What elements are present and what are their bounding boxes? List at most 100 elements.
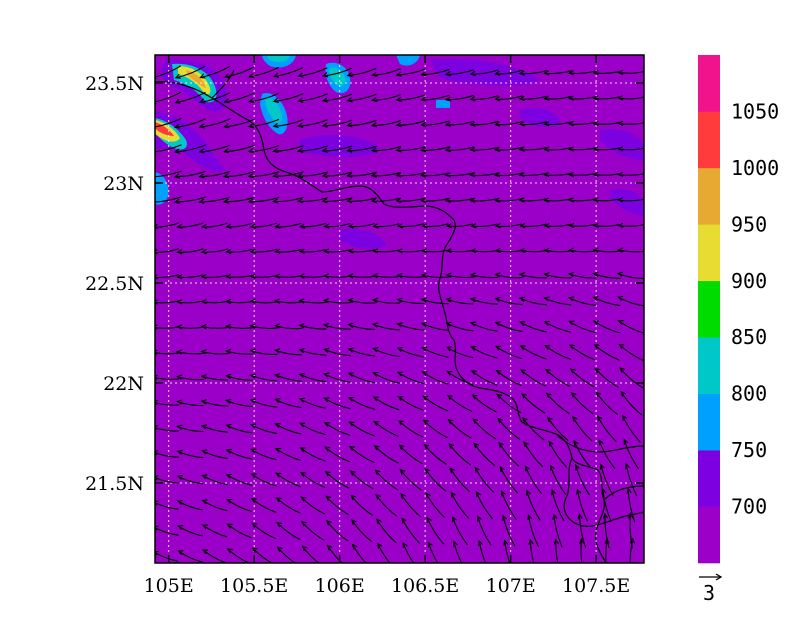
wind-vector bbox=[374, 445, 399, 464]
field-background bbox=[155, 55, 644, 563]
wind-vector-head bbox=[549, 464, 555, 471]
wind-vector-head bbox=[297, 72, 304, 78]
wind-vector bbox=[618, 224, 644, 227]
wind-vector-head bbox=[398, 444, 405, 450]
wind-vector-head bbox=[548, 440, 554, 447]
wind-vector-head bbox=[176, 399, 183, 405]
wind-vector bbox=[548, 441, 568, 468]
wind-vector-head bbox=[272, 122, 279, 129]
wind-vector bbox=[273, 145, 304, 152]
wind-vector-head bbox=[543, 296, 550, 302]
wind-vector bbox=[177, 425, 204, 433]
colorbar-label: 850 bbox=[731, 325, 767, 349]
wind-vector bbox=[224, 170, 255, 178]
wind-vector-head bbox=[377, 542, 383, 549]
wind-vector bbox=[544, 297, 572, 306]
wind-vector bbox=[249, 92, 279, 103]
wind-vector bbox=[544, 321, 572, 333]
wind-vector-head bbox=[444, 172, 451, 178]
wind-vector bbox=[373, 396, 400, 411]
wind-vector bbox=[396, 171, 426, 177]
wind-vector-head bbox=[323, 372, 330, 378]
wind-vector bbox=[551, 490, 565, 522]
wind-vector-head bbox=[225, 398, 232, 405]
wind-vector bbox=[569, 121, 596, 125]
wind-vector-head bbox=[494, 247, 501, 254]
wind-vector-head bbox=[248, 97, 255, 104]
wind-vector-head bbox=[226, 523, 233, 529]
lon-tick-label: 107.5E bbox=[562, 575, 630, 597]
wind-vector-head bbox=[396, 297, 403, 303]
wind-vector-head bbox=[275, 472, 282, 478]
wind-vector-head bbox=[274, 447, 281, 453]
wind-vector-head bbox=[425, 492, 431, 499]
wind-vector-head bbox=[370, 147, 377, 153]
wind-vector-head bbox=[297, 97, 304, 103]
wind-vector-head bbox=[546, 416, 553, 423]
wind-vector bbox=[299, 300, 327, 304]
wind-vector bbox=[553, 514, 563, 548]
wind-vector bbox=[227, 548, 251, 563]
wind-vector-head bbox=[155, 374, 158, 381]
wind-vector-head bbox=[374, 469, 381, 476]
wind-vector-head bbox=[370, 172, 377, 178]
wind-vector-head bbox=[370, 122, 378, 128]
wind-vector bbox=[177, 500, 204, 511]
wind-vector bbox=[347, 171, 377, 177]
wind-vector bbox=[275, 448, 302, 461]
wind-vector bbox=[470, 120, 499, 126]
wind-vector bbox=[618, 198, 644, 202]
wind-vector bbox=[177, 475, 204, 485]
wind-vector-head bbox=[523, 441, 529, 448]
wind-vector-head bbox=[493, 172, 501, 178]
wind-vector bbox=[324, 299, 351, 304]
wind-vector-head bbox=[198, 173, 205, 179]
wind-vector bbox=[298, 171, 329, 177]
wind-vector bbox=[249, 66, 279, 78]
wind-vector-head bbox=[568, 320, 575, 326]
wind-vector-head bbox=[495, 369, 502, 375]
wind-vector bbox=[529, 539, 535, 563]
wind-vector bbox=[298, 197, 329, 203]
wind-vector-head bbox=[200, 323, 207, 330]
wind-vector-head bbox=[420, 321, 428, 328]
wind-vector-head bbox=[616, 295, 624, 301]
wind-vector-head bbox=[592, 271, 599, 278]
wind-vector bbox=[448, 443, 472, 466]
wind-vector bbox=[422, 274, 449, 278]
wind-vector bbox=[593, 121, 621, 125]
wind-vector-head bbox=[420, 96, 427, 102]
wind-vector bbox=[569, 95, 596, 100]
wind-vector-head bbox=[592, 95, 599, 101]
wind-vector bbox=[299, 398, 327, 409]
wind-vector bbox=[324, 422, 351, 436]
wind-vector-head bbox=[201, 449, 208, 455]
wind-vector bbox=[544, 70, 572, 75]
wind-vector bbox=[520, 249, 547, 253]
wind-vector bbox=[322, 197, 353, 202]
wind-vector bbox=[622, 415, 641, 443]
wind-vector bbox=[623, 439, 640, 470]
wind-vector bbox=[520, 345, 547, 360]
wind-vector bbox=[471, 346, 498, 359]
wind-vector bbox=[520, 321, 547, 333]
reference-vector: 3 bbox=[699, 573, 723, 605]
wind-vector-head bbox=[621, 414, 628, 421]
wind-vector-head bbox=[617, 95, 624, 101]
wind-vector bbox=[226, 222, 253, 228]
wind-vector bbox=[519, 69, 548, 75]
wind-vector bbox=[578, 514, 587, 548]
wind-vector-head bbox=[225, 323, 232, 330]
wind-vector bbox=[202, 474, 228, 486]
wind-vector bbox=[275, 472, 301, 488]
wind-vector-head bbox=[225, 248, 232, 255]
wind-vector-head bbox=[617, 171, 624, 178]
wind-vector bbox=[349, 421, 375, 437]
wind-vector-head bbox=[200, 349, 207, 355]
wind-vector-head bbox=[494, 96, 501, 102]
wind-vector-head bbox=[323, 273, 330, 279]
wind-vector-head bbox=[373, 420, 380, 426]
wind-vector-head bbox=[445, 223, 452, 229]
wind-vector-head bbox=[519, 247, 526, 254]
